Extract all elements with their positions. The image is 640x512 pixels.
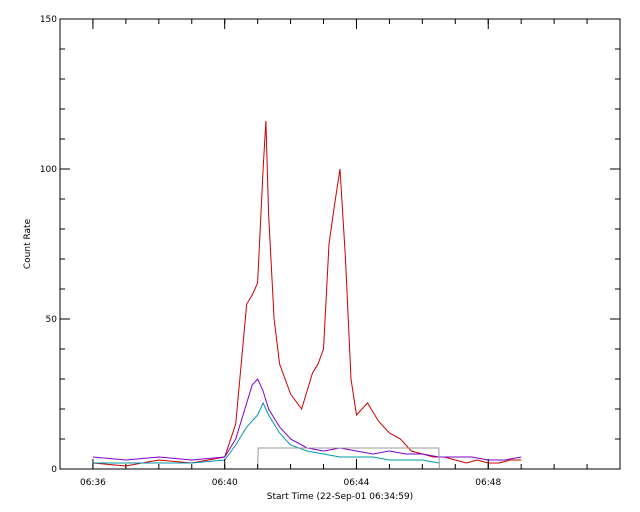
plot-frame [59,18,621,470]
y-axis-ticks: 0 50 100 150 [40,15,620,475]
series-line-3 [92,401,439,464]
y-axis-title: Count Rate [23,218,33,269]
series-layer [92,120,522,470]
y-tick-label: 50 [46,315,58,325]
series-line-1 [92,120,522,467]
x-axis-ticks: 06:36 06:40 06:44 06:48 [80,19,588,488]
y-tick-label: 150 [40,15,57,25]
x-tick-label: 06:44 [344,478,370,488]
x-tick-label: 06:40 [212,478,238,488]
y-tick-label: 0 [51,465,57,475]
x-tick-label: 06:48 [475,478,501,488]
x-axis-title: Start Time (22-Sep-01 06:34:59) [267,492,413,502]
y-tick-label: 100 [40,165,57,175]
x-tick-label: 06:36 [80,478,106,488]
series-line-4 [257,447,440,470]
